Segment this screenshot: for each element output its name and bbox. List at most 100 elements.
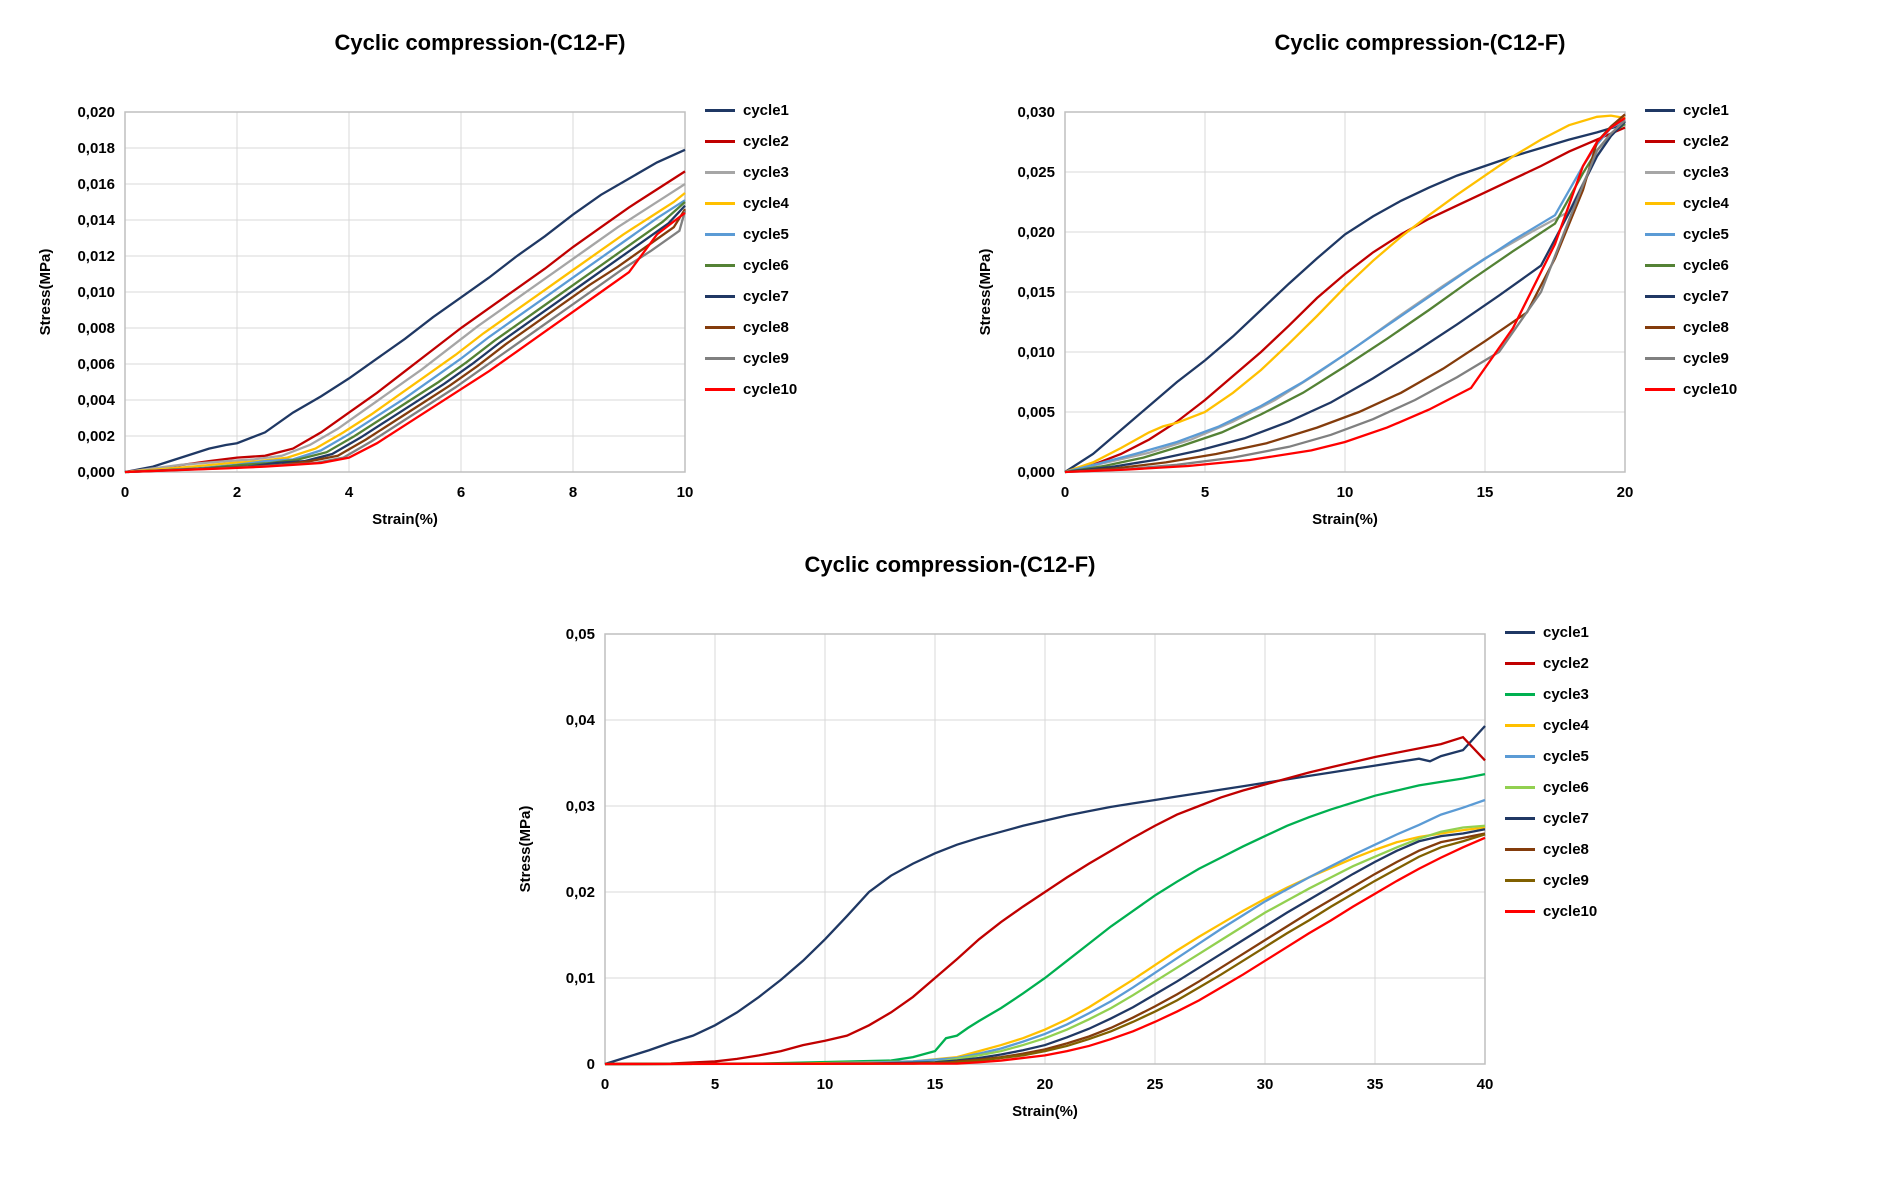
- chart-grid: Cyclic compression-(C12-F) 0,000 0,002 0,0…: [20, 20, 1880, 1124]
- legend-label-cycle3: cycle3: [1683, 164, 1729, 181]
- legend-swatch-cycle10: [1645, 388, 1675, 391]
- legend-swatch-cycle10: [1505, 910, 1535, 913]
- legend-label-cycle6: cycle6: [743, 257, 789, 274]
- legend-item-cycle3: cycle3: [1505, 686, 1597, 703]
- series-line-cycle4: [125, 193, 685, 472]
- ytick-label-3: 0,03: [566, 798, 595, 815]
- xtick-label-2: 4: [345, 484, 354, 501]
- xtick-label-0: 0: [601, 1076, 609, 1093]
- legend-swatch-cycle2: [705, 140, 735, 143]
- legend-item-cycle3: cycle3: [705, 164, 797, 181]
- legend-label-cycle10: cycle10: [743, 381, 797, 398]
- chart-title-chart1: Cyclic compression-(C12-F): [30, 30, 930, 56]
- ytick-label-7: 0,014: [77, 212, 115, 229]
- xtick-label-0: 0: [1061, 484, 1069, 501]
- legend-swatch-cycle1: [705, 109, 735, 112]
- legend-swatch-cycle5: [1505, 755, 1535, 758]
- legend-swatch-cycle5: [1645, 233, 1675, 236]
- xtick-label-4: 20: [1037, 1076, 1054, 1093]
- legend-swatch-cycle8: [1645, 326, 1675, 329]
- ytick-label-4: 0,008: [77, 320, 115, 337]
- legend-item-cycle2: cycle2: [1645, 133, 1737, 150]
- legend-swatch-cycle3: [1645, 171, 1675, 174]
- legend-item-cycle7: cycle7: [1505, 810, 1597, 827]
- y-axis-label: Stress(MPa): [37, 249, 54, 336]
- y-axis-label: Stress(MPa): [977, 249, 994, 336]
- legend-label-cycle7: cycle7: [743, 288, 789, 305]
- legend-swatch-cycle6: [1505, 786, 1535, 789]
- xtick-label-1: 2: [233, 484, 241, 501]
- ytick-label-8: 0,016: [77, 176, 115, 193]
- legend-item-cycle6: cycle6: [705, 257, 797, 274]
- legend-label-cycle5: cycle5: [1683, 226, 1729, 243]
- ytick-label-1: 0,002: [77, 428, 115, 445]
- xtick-label-3: 6: [457, 484, 465, 501]
- legend-item-cycle8: cycle8: [705, 319, 797, 336]
- legend-swatch-cycle9: [705, 357, 735, 360]
- legend-item-cycle8: cycle8: [1505, 841, 1597, 858]
- legend-swatch-cycle4: [705, 202, 735, 205]
- series-line-cycle5: [125, 200, 685, 472]
- legend-swatch-cycle3: [705, 171, 735, 174]
- ytick-label-2: 0,004: [77, 392, 115, 409]
- legend-label-cycle4: cycle4: [1683, 195, 1729, 212]
- ytick-label-0: 0: [587, 1056, 595, 1073]
- chart-flex-chart2: 0,000 0,005 0,010 0,015 0,020 0,025 0,030 0 5 10 1…: [970, 62, 1870, 532]
- xtick-label-8: 40: [1477, 1076, 1494, 1093]
- ytick-label-1: 0,005: [1017, 404, 1055, 421]
- x-axis-label: Strain(%): [1012, 1103, 1078, 1120]
- legend-label-cycle3: cycle3: [1543, 686, 1589, 703]
- legend-label-cycle10: cycle10: [1683, 381, 1737, 398]
- legend-label-cycle2: cycle2: [1683, 133, 1729, 150]
- legend-swatch-cycle6: [705, 264, 735, 267]
- legend-item-cycle6: cycle6: [1505, 779, 1597, 796]
- legend-label-cycle9: cycle9: [1683, 350, 1729, 367]
- legend-item-cycle9: cycle9: [1505, 872, 1597, 889]
- legend-label-cycle3: cycle3: [743, 164, 789, 181]
- legend-swatch-cycle9: [1645, 357, 1675, 360]
- legend-item-cycle1: cycle1: [1645, 102, 1737, 119]
- chart2-container: Cyclic compression-(C12-F) 0,000 0,005 0,0…: [960, 20, 1880, 532]
- ytick-label-3: 0,015: [1017, 284, 1055, 301]
- legend-swatch-cycle6: [1645, 264, 1675, 267]
- legend-item-cycle4: cycle4: [1645, 195, 1737, 212]
- legend-label-cycle1: cycle1: [743, 102, 789, 119]
- legend-label-cycle8: cycle8: [1683, 319, 1729, 336]
- ytick-label-6: 0,012: [77, 248, 115, 265]
- legend-item-cycle1: cycle1: [705, 102, 797, 119]
- legend-item-cycle8: cycle8: [1645, 319, 1737, 336]
- ytick-label-2: 0,02: [566, 884, 595, 901]
- chart-title-chart2: Cyclic compression-(C12-F): [970, 30, 1870, 56]
- legend-label-cycle1: cycle1: [1543, 624, 1589, 641]
- ytick-label-4: 0,04: [566, 712, 596, 729]
- xtick-label-4: 8: [569, 484, 577, 501]
- legend-label-cycle6: cycle6: [1683, 257, 1729, 274]
- ytick-label-10: 0,020: [77, 104, 115, 121]
- legend-label-cycle2: cycle2: [1543, 655, 1589, 672]
- series-line-cycle2: [125, 171, 685, 472]
- legend-item-cycle10: cycle10: [1645, 381, 1737, 398]
- legend-item-cycle5: cycle5: [1505, 748, 1597, 765]
- legend-swatch-cycle3: [1505, 693, 1535, 696]
- legend-item-cycle6: cycle6: [1645, 257, 1737, 274]
- legend-swatch-cycle10: [705, 388, 735, 391]
- chart-svg: 0 0,01 0,02 0,03 0,04 0,05 0 5 10 15 20 25 30 35 40 Str…: [510, 584, 1505, 1124]
- xtick-label-3: 15: [1477, 484, 1494, 501]
- legend-item-cycle5: cycle5: [705, 226, 797, 243]
- xtick-label-5: 10: [677, 484, 694, 501]
- xtick-label-0: 0: [121, 484, 129, 501]
- legend-item-cycle4: cycle4: [1505, 717, 1597, 734]
- legend-label-cycle8: cycle8: [743, 319, 789, 336]
- series-line-cycle8: [125, 209, 685, 472]
- legend-label-cycle1: cycle1: [1683, 102, 1729, 119]
- legend-swatch-cycle7: [1645, 295, 1675, 298]
- x-axis-label: Strain(%): [372, 511, 438, 528]
- ytick-label-1: 0,01: [566, 970, 595, 987]
- xtick-label-2: 10: [817, 1076, 834, 1093]
- legend-label-cycle2: cycle2: [743, 133, 789, 150]
- legend-label-cycle4: cycle4: [1543, 717, 1589, 734]
- series-line-cycle6: [125, 202, 685, 472]
- legend-swatch-cycle8: [1505, 848, 1535, 851]
- xtick-label-4: 20: [1617, 484, 1634, 501]
- legend-item-cycle9: cycle9: [705, 350, 797, 367]
